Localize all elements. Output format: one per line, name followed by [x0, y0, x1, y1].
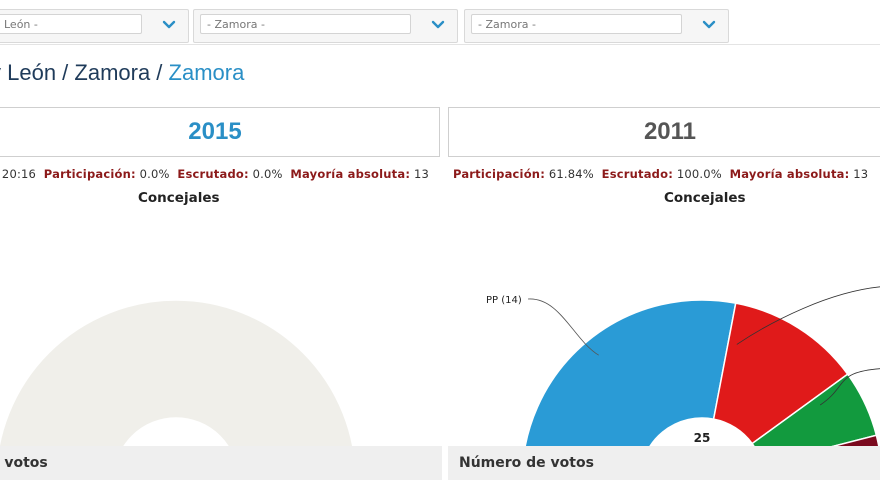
filter-municipality-select[interactable]: - Zamora -	[471, 14, 682, 34]
seat-slice-2011-1[interactable]	[712, 302, 849, 445]
filter-municipality-dropdown-button[interactable]	[694, 13, 724, 37]
filter-bar: León - - Zamora - - Zamora -	[0, 0, 880, 45]
slice-label: PP (14)	[486, 295, 522, 306]
mayoria-label: Mayoría absoluta:	[290, 167, 411, 181]
filter-province-dropdown-button[interactable]	[423, 13, 453, 37]
mayoria-label: Mayoría absoluta:	[729, 167, 850, 181]
slice-label-connector	[819, 368, 880, 406]
escrutado-label: Escrutado:	[177, 167, 249, 181]
participacion-label: Participación:	[43, 167, 136, 181]
votes-section-2011-label: Número de votos	[459, 455, 594, 471]
seat-slice-2011-3[interactable]	[762, 434, 880, 446]
filter-municipality: - Zamora -	[464, 9, 729, 43]
year-2011-label: 2011	[643, 118, 697, 145]
total-seats-label: 25	[694, 431, 711, 445]
votes-section-2015[interactable]: e votos	[0, 446, 442, 480]
stats-time: : 20:16	[0, 167, 37, 181]
chevron-down-icon	[431, 20, 445, 29]
filter-region: León -	[0, 9, 189, 43]
participacion-value: 0.0%	[139, 167, 170, 181]
filter-region-dropdown-button[interactable]	[154, 13, 184, 37]
chart-title-2011: Concejales	[664, 190, 746, 206]
slice-label-connector	[527, 298, 599, 356]
mayoria-value: 13	[853, 167, 869, 181]
stats-2015: : 20:16 Participación: 0.0% Escrutado: 0…	[0, 167, 429, 181]
seat-slice-2011-0[interactable]	[522, 299, 737, 446]
year-2015-label: 2015	[188, 118, 242, 145]
votes-section-2015-label: e votos	[0, 455, 48, 471]
escrutado-value: 0.0%	[252, 167, 283, 181]
filter-region-select[interactable]: León -	[0, 14, 142, 34]
votes-section-2011[interactable]: Número de votos	[448, 446, 880, 480]
filter-province: - Zamora -	[193, 9, 458, 43]
breadcrumb-path[interactable]: y León / Zamora /	[0, 60, 169, 85]
year-2015-header[interactable]: 2015	[0, 107, 440, 157]
year-2011-header[interactable]: 2011	[448, 107, 880, 157]
breadcrumb-current: Zamora	[168, 60, 245, 85]
chevron-down-icon	[702, 20, 716, 29]
escrutado-value: 100.0%	[676, 167, 722, 181]
chart-title-2015: Concejales	[138, 190, 220, 206]
breadcrumb: y León / Zamora / Zamora	[0, 60, 244, 86]
stats-2011: Participación: 61.84% Escrutado: 100.0% …	[453, 167, 868, 181]
escrutado-label: Escrutado:	[601, 167, 674, 181]
filter-province-select[interactable]: - Zamora -	[200, 14, 411, 34]
seats-chart-2015	[0, 299, 356, 446]
participacion-value: 61.84%	[548, 167, 594, 181]
slice-label-connector	[736, 286, 880, 345]
seat-slice-2015-0[interactable]	[0, 299, 356, 446]
mayoria-value: 13	[414, 167, 430, 181]
participacion-label: Participación:	[453, 167, 545, 181]
seats-chart-2011: PP (14) 25	[486, 286, 880, 446]
chevron-down-icon	[162, 20, 176, 29]
